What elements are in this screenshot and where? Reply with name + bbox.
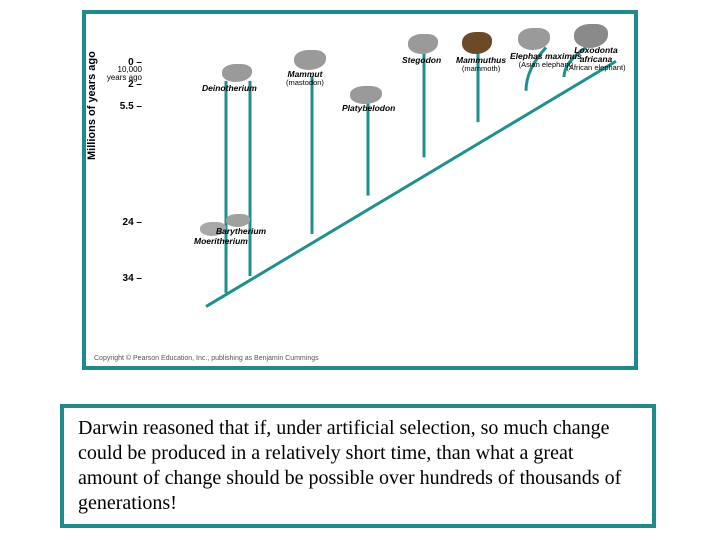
y-tick: 24 – xyxy=(102,217,142,228)
species-label: Platybelodon xyxy=(342,104,395,113)
y-tick: 34 – xyxy=(102,273,142,284)
y-axis-label: Millions of years ago xyxy=(86,51,98,160)
y-subtick: 10,000 years ago xyxy=(102,66,142,82)
caption-text: Darwin reasoned that if, under artificia… xyxy=(78,416,638,516)
species-label: Moeritherium xyxy=(194,237,248,246)
caption-frame: Darwin reasoned that if, under artificia… xyxy=(60,404,656,528)
phylogeny-tree xyxy=(146,22,626,336)
species-label: Barytherium xyxy=(216,227,266,236)
species-label: Mammut(mastodon) xyxy=(286,70,324,87)
y-tick: 5.5 – xyxy=(102,101,142,112)
copyright-text: Copyright © Pearson Education, Inc., pub… xyxy=(94,355,319,362)
species-label: Mammuthus(mammoth) xyxy=(456,56,506,73)
species-label: Deinotherium xyxy=(202,84,257,93)
phylogeny-diagram: Millions of years ago 0 –2 –5.5 –24 –34 … xyxy=(82,10,638,370)
species-label: Loxodonta africana(African elephant) xyxy=(566,46,626,72)
species-label: Stegodon xyxy=(402,56,441,65)
plot-area: Millions of years ago 0 –2 –5.5 –24 –34 … xyxy=(146,22,626,336)
